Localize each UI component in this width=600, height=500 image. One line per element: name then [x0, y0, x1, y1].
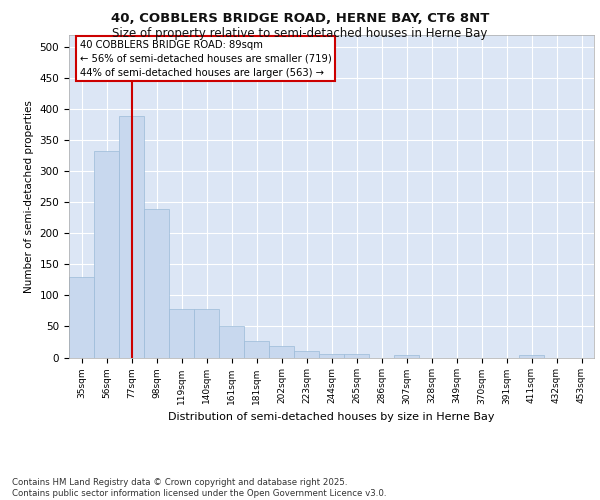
Bar — [319, 354, 344, 358]
Y-axis label: Number of semi-detached properties: Number of semi-detached properties — [24, 100, 34, 292]
X-axis label: Distribution of semi-detached houses by size in Herne Bay: Distribution of semi-detached houses by … — [168, 412, 495, 422]
Bar — [394, 355, 419, 358]
Text: Contains HM Land Registry data © Crown copyright and database right 2025.
Contai: Contains HM Land Registry data © Crown c… — [12, 478, 386, 498]
Text: Size of property relative to semi-detached houses in Herne Bay: Size of property relative to semi-detach… — [112, 28, 488, 40]
Text: 40 COBBLERS BRIDGE ROAD: 89sqm
← 56% of semi-detached houses are smaller (719)
4: 40 COBBLERS BRIDGE ROAD: 89sqm ← 56% of … — [79, 40, 331, 78]
Bar — [294, 352, 319, 358]
Bar — [69, 277, 94, 357]
Bar — [244, 342, 269, 357]
Text: 40, COBBLERS BRIDGE ROAD, HERNE BAY, CT6 8NT: 40, COBBLERS BRIDGE ROAD, HERNE BAY, CT6… — [111, 12, 489, 26]
Bar — [94, 151, 119, 358]
Bar — [194, 309, 219, 358]
Bar — [344, 354, 369, 358]
Bar — [219, 326, 244, 358]
Bar — [269, 346, 294, 358]
Bar — [119, 116, 144, 358]
Bar — [144, 208, 169, 358]
Bar — [519, 355, 544, 358]
Bar — [169, 309, 194, 358]
